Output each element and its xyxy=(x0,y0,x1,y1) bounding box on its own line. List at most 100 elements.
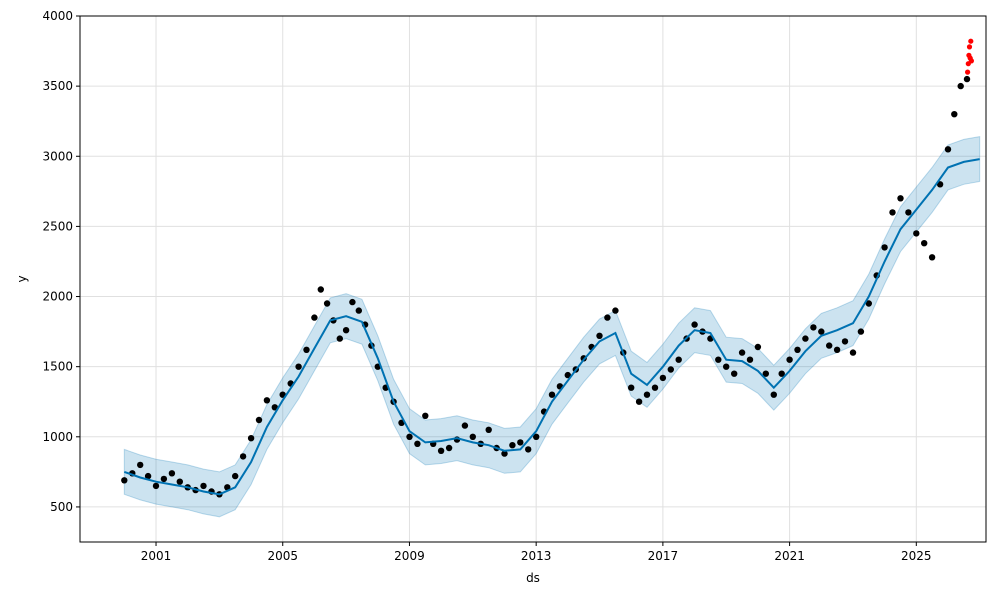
observed-point xyxy=(849,349,857,356)
observed-point xyxy=(422,412,429,419)
plot-area-frame xyxy=(79,15,987,543)
observed-point xyxy=(865,300,872,307)
observed-point xyxy=(533,433,540,440)
observed-point xyxy=(957,82,964,90)
observed-point xyxy=(152,482,160,490)
observed-point xyxy=(944,146,952,153)
observed-point xyxy=(232,472,239,480)
observed-point xyxy=(635,398,643,405)
anomaly-points xyxy=(965,38,975,75)
x-tick-label: 2021 xyxy=(774,549,805,563)
observed-point xyxy=(810,324,817,331)
observed-point xyxy=(802,335,809,342)
observed-point xyxy=(263,397,271,404)
observed-point xyxy=(317,286,324,293)
observed-point xyxy=(691,321,698,328)
observed-point xyxy=(951,111,958,118)
observed-point xyxy=(778,370,785,377)
y-tick-label: 3000 xyxy=(42,149,73,163)
observed-point xyxy=(928,254,936,261)
observed-point xyxy=(548,391,556,398)
observed-point xyxy=(303,346,310,353)
observed-point xyxy=(651,384,659,391)
observed-point xyxy=(160,475,168,483)
observed-point xyxy=(921,240,928,247)
observed-point xyxy=(762,370,769,377)
y-tick-label: 1500 xyxy=(42,360,73,374)
observed-point xyxy=(881,244,888,251)
observed-point xyxy=(437,447,445,454)
observed-point xyxy=(525,446,532,453)
observed-point xyxy=(168,470,176,477)
observed-point xyxy=(659,374,667,382)
observed-point xyxy=(144,472,152,480)
forecast-series-line xyxy=(123,158,980,496)
observed-point xyxy=(349,298,356,306)
observed-point xyxy=(857,328,865,335)
y-tick-label: 2500 xyxy=(42,219,73,233)
observed-point xyxy=(295,363,302,370)
x-tick-label: 2017 xyxy=(648,549,679,563)
observed-point xyxy=(794,346,801,353)
y-tick-label: 1000 xyxy=(42,430,73,444)
observed-point xyxy=(818,328,825,335)
observed-point xyxy=(461,422,469,429)
observed-point xyxy=(612,307,619,314)
anomaly-point xyxy=(965,69,971,75)
observed-point xyxy=(746,356,754,363)
grid-lines xyxy=(80,15,986,542)
x-axis-ticks: 2001 2005 2009 2013 2017 2021 2025 xyxy=(141,542,932,563)
observed-point xyxy=(738,349,746,356)
observed-point xyxy=(604,314,611,321)
observed-point xyxy=(271,404,278,411)
x-tick-label: 2009 xyxy=(394,549,425,563)
observed-point xyxy=(889,209,896,216)
x-tick-label: 2013 xyxy=(521,549,552,563)
observed-point xyxy=(913,230,920,237)
observed-point xyxy=(176,478,183,485)
observed-point xyxy=(841,338,849,345)
observed-point xyxy=(936,181,944,188)
observed-point xyxy=(323,300,331,307)
observed-point xyxy=(200,482,207,490)
observed-point xyxy=(833,346,841,353)
observed-point xyxy=(469,433,476,440)
observed-point xyxy=(963,75,971,83)
anomaly-point xyxy=(968,58,975,64)
x-axis-label: ds xyxy=(526,571,540,585)
observed-point xyxy=(643,391,651,398)
y-axis-ticks: 500 1000 1500 2000 2500 3000 3500 4000 xyxy=(42,9,80,514)
observed-point xyxy=(905,209,912,216)
observed-point xyxy=(897,195,904,202)
x-tick-label: 2005 xyxy=(267,549,298,563)
observed-point xyxy=(723,363,730,370)
observed-point xyxy=(826,342,833,349)
observed-point xyxy=(754,343,762,351)
y-tick-label: 2000 xyxy=(42,290,73,304)
x-tick-label: 2001 xyxy=(141,549,172,563)
y-tick-label: 500 xyxy=(50,500,73,514)
observed-point xyxy=(247,435,255,442)
observed-point xyxy=(224,484,231,491)
y-tick-label: 3500 xyxy=(42,79,73,93)
observed-point xyxy=(239,453,247,460)
observed-point xyxy=(517,439,524,446)
observed-point xyxy=(406,433,413,440)
observed-point xyxy=(786,356,793,363)
interval-band-area xyxy=(123,136,981,518)
anomaly-point xyxy=(966,44,973,50)
observed-point xyxy=(311,314,318,321)
observed-point xyxy=(485,426,492,433)
observed-point xyxy=(596,332,603,339)
observed-point xyxy=(564,371,571,379)
observed-point xyxy=(445,444,453,452)
y-axis-label: y xyxy=(15,275,29,282)
observed-point xyxy=(137,461,144,469)
observed-point xyxy=(355,307,362,314)
observed-point xyxy=(414,440,421,447)
observed-point xyxy=(715,356,722,363)
observed-point xyxy=(336,335,343,342)
observed-point xyxy=(509,442,516,449)
